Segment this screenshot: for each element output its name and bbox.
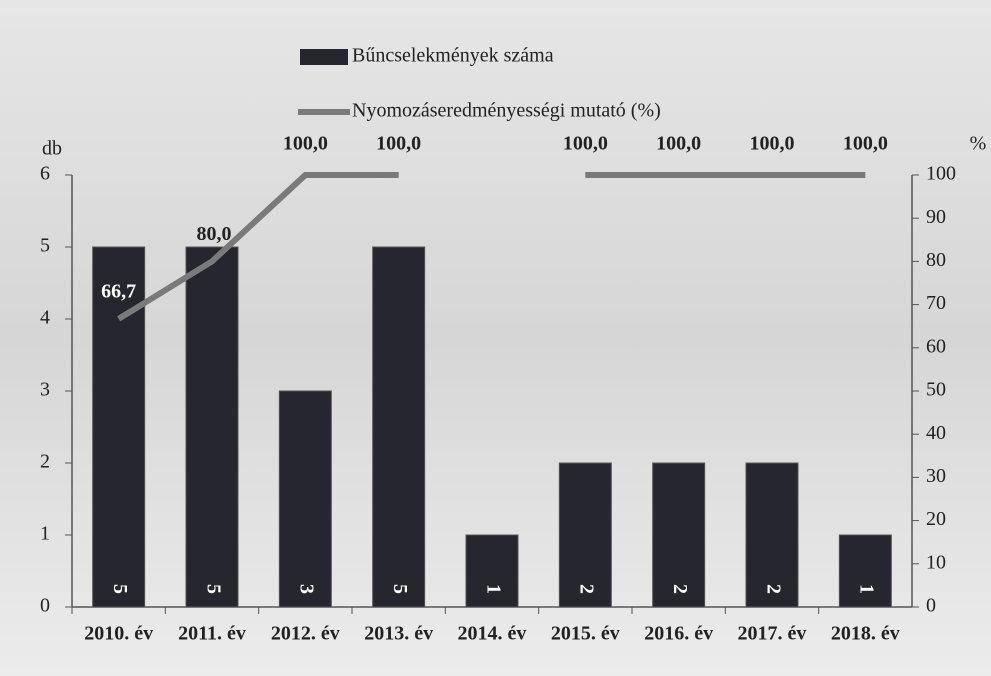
legend-swatch [300,49,348,65]
y2-tick-label: 20 [926,508,946,530]
x-tick-label: 2017. év [738,623,807,645]
x-tick-label: 2010. év [84,623,153,645]
y2-tick-label: 0 [926,595,936,617]
y-axis-label: db [42,138,62,160]
y2-tick-label: 80 [926,249,946,271]
bar-value-label: 2 [669,584,691,594]
y-tick-label: 4 [40,307,50,329]
bar-value-label: 2 [762,584,784,594]
legend-label: Nyomozáseredményességi mutató (%) [352,100,661,122]
y-tick-label: 5 [40,235,50,257]
bar [186,247,238,607]
y2-tick-label: 60 [926,335,946,357]
bar-value-label: 5 [202,584,224,594]
line-value-label: 100,0 [843,133,888,155]
x-tick-label: 2016. év [644,623,713,645]
bar-value-label: 1 [482,584,504,594]
x-tick-label: 2015. év [551,623,620,645]
y-tick-label: 6 [40,163,50,185]
y2-axis-label: % [970,133,987,155]
bar [466,535,518,607]
bar [279,391,331,607]
bar-value-label: 5 [389,584,411,594]
y2-tick-label: 70 [926,292,946,314]
line-value-label: 80,0 [197,223,232,245]
x-tick-label: 2014. év [458,623,527,645]
bar [839,535,891,607]
bar [373,247,425,607]
bar-value-label: 2 [576,584,598,594]
y-tick-label: 2 [40,451,50,473]
legend-label: Bűncselekmények száma [352,45,554,67]
bar-value-label: 5 [109,584,131,594]
y2-tick-label: 100 [926,163,956,185]
x-tick-label: 2018. év [831,623,900,645]
y-tick-label: 3 [40,379,50,401]
y2-tick-label: 10 [926,551,946,573]
y-tick-label: 1 [40,523,50,545]
line-value-label: 100,0 [563,133,608,155]
x-tick-label: 2012. év [271,623,340,645]
line-value-label: 100,0 [656,133,701,155]
y2-tick-label: 90 [926,206,946,228]
y2-tick-label: 40 [926,422,946,444]
line-value-label: 100,0 [376,133,421,155]
y2-tick-label: 50 [926,379,946,401]
bar-value-label: 1 [856,584,878,594]
y2-tick-label: 30 [926,465,946,487]
line-value-label: 100,0 [283,133,328,155]
chart: db % 012345601020304050607080901002010. … [0,0,991,676]
x-tick-label: 2011. év [178,623,246,645]
line-value-label: 100,0 [750,133,795,155]
bar-value-label: 3 [296,584,318,594]
line-value-label: 66,7 [101,280,136,302]
y-tick-label: 0 [40,595,50,617]
x-tick-label: 2013. év [364,623,433,645]
